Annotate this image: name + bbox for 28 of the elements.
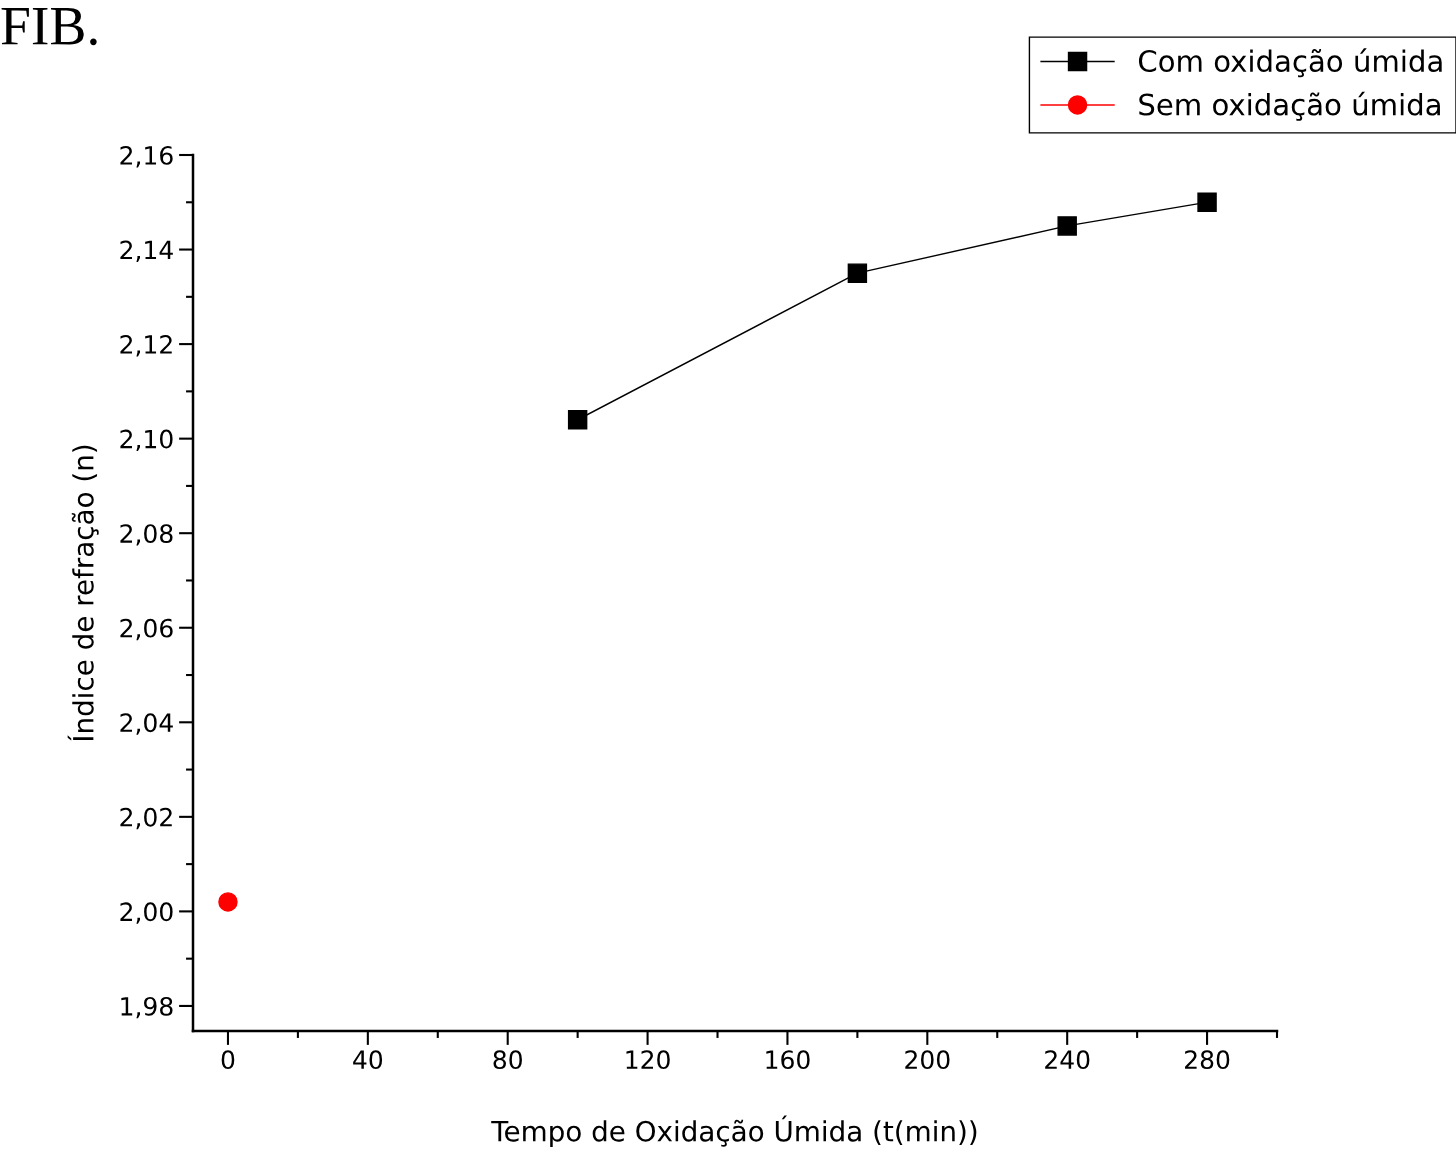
legend-label: Com oxidação úmida	[1138, 48, 1442, 78]
point	[218, 892, 238, 912]
x-tick-label: 160	[766, 1050, 810, 1070]
y-tick-label: 2,10	[120, 429, 173, 452]
x-tick-label: 40	[353, 1050, 383, 1070]
x-tick-label: 0	[221, 1050, 235, 1070]
x-axis-title: Tempo de Oxidação Úmida (t(min))	[491, 1115, 977, 1148]
x-tick-label: 80	[493, 1050, 522, 1070]
point	[847, 263, 868, 283]
y-tick-label: 2,16	[120, 145, 173, 168]
x-tick-label: 200	[905, 1050, 950, 1070]
y-tick-label: 2,12	[120, 335, 172, 357]
x-tick-label: 280	[1185, 1050, 1230, 1070]
point	[1197, 192, 1217, 212]
point	[1057, 216, 1077, 236]
point	[567, 410, 588, 430]
x-tick-label: 240	[1045, 1050, 1090, 1070]
y-tick-label: 2,00	[120, 902, 173, 924]
y-tick-label: 2,06	[120, 618, 173, 641]
y-tick-label: 1,98	[121, 996, 173, 1019]
y-axis-title: Índice de refração (n)	[67, 445, 99, 741]
legend-label: Sem oxidação úmida	[1139, 91, 1440, 121]
y-tick-label: 2,14	[120, 240, 173, 262]
text: FIB.	[1, 7, 97, 46]
y-tick-label: 2,08	[120, 524, 173, 546]
y-tick-label: 2,02	[120, 807, 172, 830]
y-tick-label: 2,04	[120, 713, 173, 735]
x-tick-label: 120	[626, 1050, 670, 1070]
